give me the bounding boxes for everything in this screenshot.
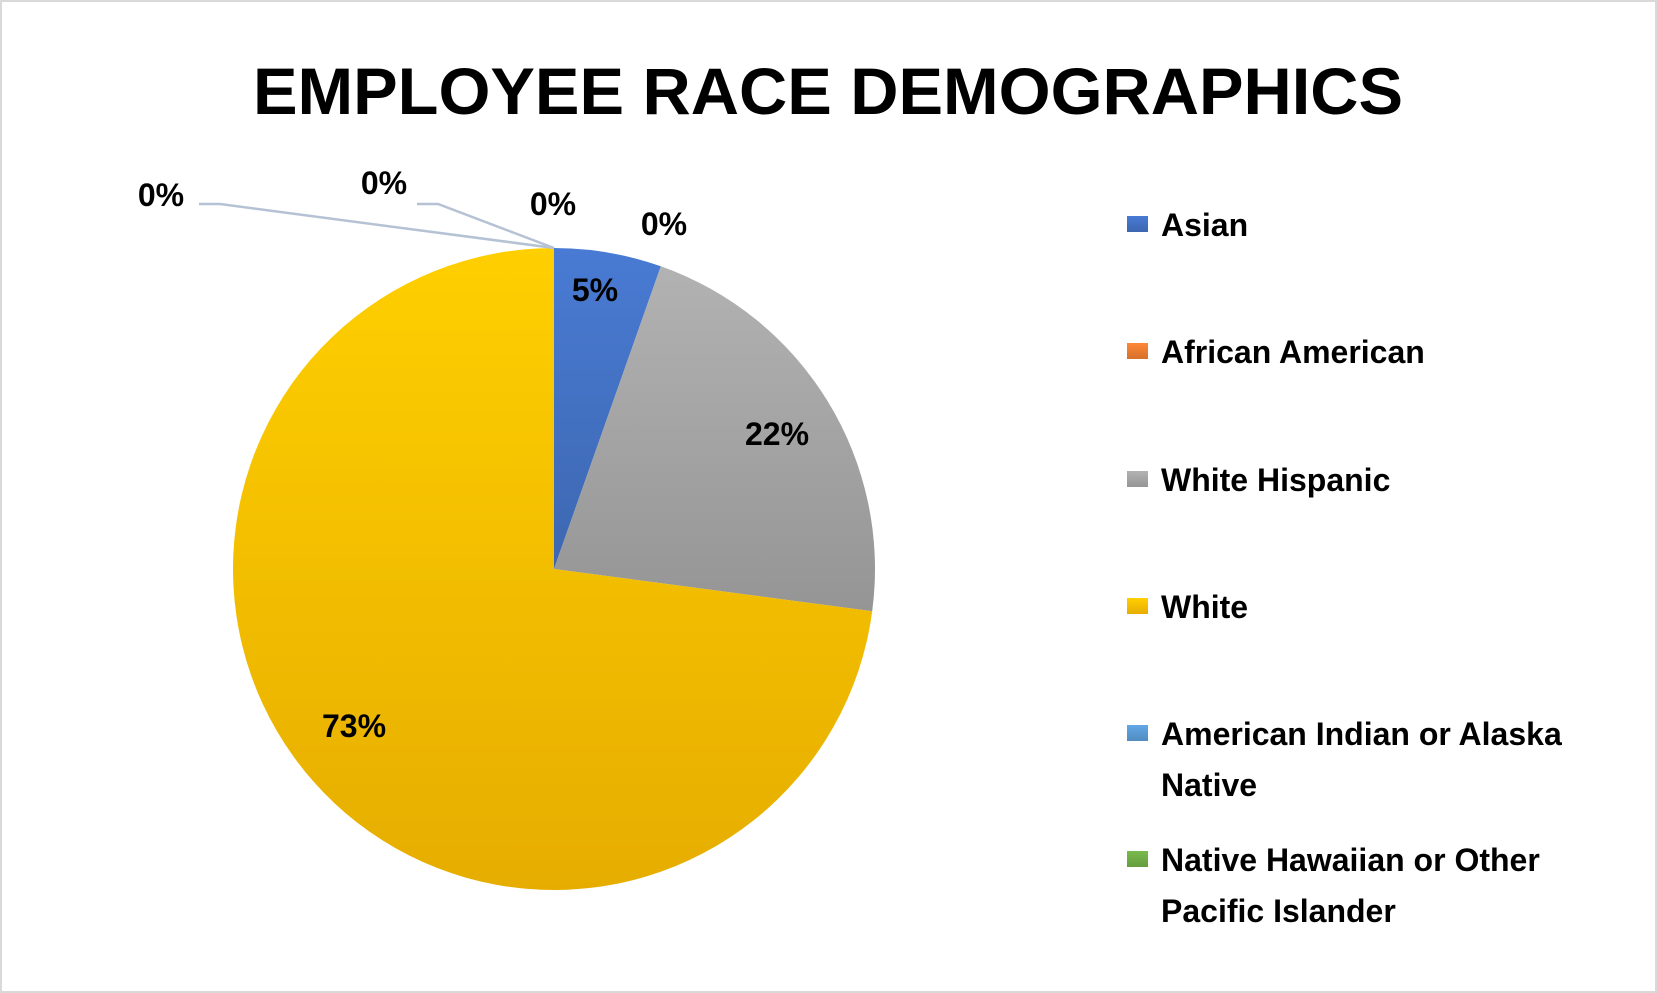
data-label: 5% <box>572 272 618 308</box>
legend-label: White <box>1161 589 1248 625</box>
pie-slices <box>232 248 876 890</box>
legend: Asian African American White Hispanic White… <box>1127 207 1562 929</box>
data-label: 22% <box>745 416 809 452</box>
legend-item: White Hispanic <box>1127 462 1390 498</box>
legend-label: Pacific Islander <box>1161 893 1396 929</box>
pie-slice-white <box>232 248 873 890</box>
legend-label: White Hispanic <box>1161 462 1390 498</box>
legend-label: Native <box>1161 767 1257 803</box>
legend-swatch <box>1127 216 1148 232</box>
legend-item: Native Hawaiian or Other Pacific Islander <box>1127 842 1540 929</box>
legend-item: Asian <box>1127 207 1248 243</box>
leader-lines <box>199 202 555 250</box>
data-label: 0% <box>361 165 407 201</box>
pie-slice-white-hispanic <box>554 266 876 612</box>
data-labels: 5% 0% 22% 73% 0% 0% 0% <box>138 165 809 744</box>
chart-title: EMPLOYEE RACE DEMOGRAPHICS <box>253 54 1403 128</box>
pie-slice-asian <box>554 248 661 569</box>
legend-swatch <box>1127 598 1148 614</box>
leader-line <box>199 202 555 250</box>
data-label: 0% <box>641 206 687 242</box>
legend-item: African American <box>1127 334 1425 370</box>
legend-label: American Indian or Alaska <box>1161 716 1562 752</box>
data-label: 73% <box>322 708 386 744</box>
data-label: 0% <box>138 177 184 213</box>
leader-line <box>417 202 555 250</box>
legend-item: American Indian or Alaska Native <box>1127 716 1562 803</box>
legend-label: Native Hawaiian or Other <box>1161 842 1540 878</box>
legend-swatch <box>1127 851 1148 867</box>
legend-item: White <box>1127 589 1248 625</box>
legend-swatch <box>1127 725 1148 741</box>
data-label: 0% <box>530 186 576 222</box>
legend-label: Asian <box>1161 207 1248 243</box>
legend-swatch <box>1127 471 1148 487</box>
legend-label: African American <box>1161 334 1425 370</box>
legend-swatch <box>1127 343 1148 359</box>
